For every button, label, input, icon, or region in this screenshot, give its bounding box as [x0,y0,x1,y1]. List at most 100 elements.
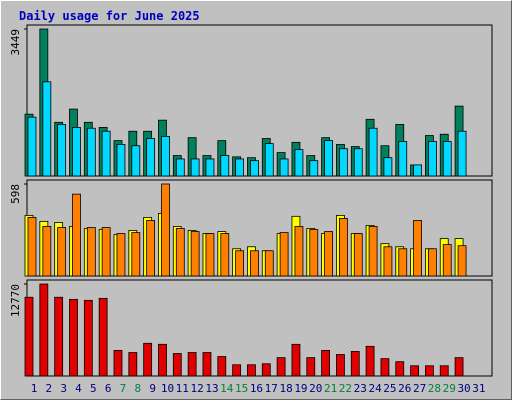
bar [113,350,123,377]
bar [425,365,434,377]
bar [442,244,452,277]
x-tick-label: 27 [413,382,426,395]
bar [175,158,185,177]
bar [131,232,141,277]
x-tick-label: 24 [368,382,382,395]
bar [457,245,467,277]
bar [24,296,34,377]
bar [336,354,345,377]
x-tick-label: 10 [161,382,174,395]
bar [250,160,259,177]
bar [42,81,52,177]
x-tick-label: 3 [60,382,67,395]
bar [42,226,52,277]
x-tick-label: 8 [134,382,141,395]
x-tick-label: 2 [46,382,53,395]
bar [69,298,78,377]
bar [413,164,422,177]
y-tick-label: 12770 [9,284,22,317]
bar [306,357,316,377]
bar [428,248,437,277]
bar [264,250,274,277]
bar [161,183,170,277]
x-tick-label: 1 [31,382,38,395]
x-tick-label: 4 [75,382,82,395]
x-tick-label: 19 [294,382,307,395]
bar [250,250,259,277]
bar [72,193,81,277]
bar [398,141,408,177]
bar [205,233,215,277]
x-tick-label: 22 [339,382,352,395]
bar [368,226,378,277]
bar [158,343,167,377]
bar [202,352,212,377]
x-tick-label: 21 [324,382,337,395]
bar [116,144,126,177]
x-tick-label: 15 [235,382,248,395]
chart-title: Daily usage for June 2025 [19,9,200,23]
bar [172,353,182,377]
bar [398,248,408,277]
x-tick-label: 23 [354,382,367,395]
bar [54,296,64,377]
bar [291,343,301,377]
bar [279,232,289,277]
bar [279,158,289,177]
bar [232,364,242,377]
bar [350,351,360,377]
bar [264,143,274,177]
bar [383,246,393,277]
x-tick-label: 7 [120,382,127,395]
bar [220,233,230,277]
bar [57,124,67,177]
bar [294,226,304,277]
bar [98,297,108,377]
plot-area [26,24,493,177]
x-tick-label: 31 [472,382,485,395]
bar [187,352,197,377]
bar [294,149,304,177]
bar [101,227,111,277]
bar [190,231,200,277]
x-tick-label: 28 [428,382,441,395]
y-tick-label: 3449 [9,29,22,56]
bar [175,228,185,277]
bar [146,220,156,277]
bar [72,127,81,177]
y-tick-label: 598 [9,184,22,204]
bar [439,365,449,377]
bar [353,233,363,277]
bar [116,233,126,277]
bar [27,216,37,277]
bar [190,158,200,177]
bar [86,127,96,177]
x-tick-label: 26 [398,382,411,395]
x-tick-label: 11 [176,382,189,395]
bar [235,158,245,177]
bar [383,157,393,177]
x-tick-label: 9 [149,382,156,395]
x-tick-label: 30 [457,382,470,395]
bar [339,218,348,277]
bar [309,229,319,277]
bar [83,299,93,377]
bar [428,141,437,177]
bar [128,352,138,377]
bar [27,116,37,177]
bar [380,358,390,377]
bar [101,130,111,177]
bar [454,357,464,377]
bar [324,140,334,177]
bar [247,364,256,377]
plot-area [26,179,493,277]
bar [457,130,467,177]
bar [413,220,422,277]
bar [217,356,227,377]
x-tick-label: 25 [383,382,396,395]
bar [321,350,331,377]
plot-area [26,279,493,377]
bar [205,158,215,177]
bar [324,231,334,277]
